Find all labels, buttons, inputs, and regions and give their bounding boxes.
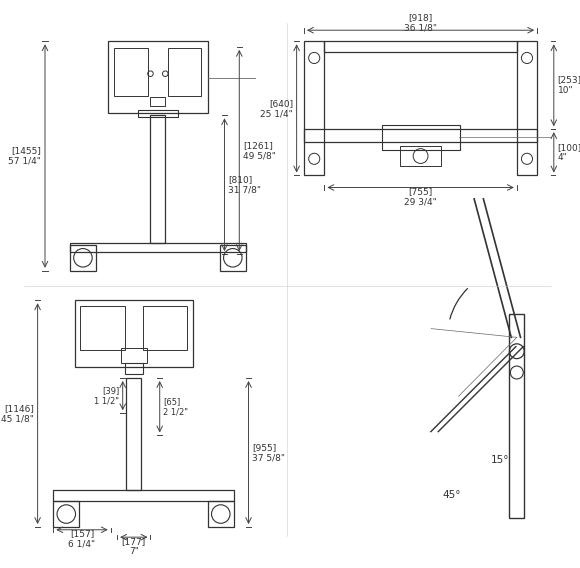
Text: [755]
29 3/4": [755] 29 3/4" — [404, 187, 437, 206]
Text: [1261]
49 5/8": [1261] 49 5/8" — [243, 141, 276, 160]
Text: [39]
1 1/2": [39] 1 1/2" — [94, 386, 119, 406]
Text: [177]
7": [177] 7" — [122, 537, 146, 556]
Bar — [108, 41, 208, 114]
Bar — [53, 490, 234, 501]
Text: [955]
37 5/8": [955] 37 5/8" — [252, 443, 285, 462]
Bar — [53, 501, 79, 527]
Text: [1146]
45 1/8": [1146] 45 1/8" — [1, 404, 34, 423]
Text: 15°: 15° — [491, 456, 509, 465]
Bar — [75, 300, 193, 367]
Bar — [70, 245, 96, 271]
Bar — [125, 364, 143, 374]
Bar — [208, 501, 234, 527]
Bar — [324, 41, 517, 52]
Bar — [509, 314, 524, 518]
Bar — [168, 48, 201, 96]
Text: [640]
25 1/4": [640] 25 1/4" — [260, 99, 293, 118]
Text: [100]
4": [100] 4" — [557, 143, 580, 162]
Bar — [220, 245, 246, 271]
Bar — [126, 378, 141, 490]
Bar — [400, 146, 441, 166]
Bar — [382, 124, 461, 151]
Bar — [517, 41, 537, 176]
Text: 45°: 45° — [443, 490, 461, 500]
Bar — [150, 97, 165, 106]
Bar — [150, 115, 165, 243]
Bar — [114, 48, 148, 96]
Text: [1455]
57 1/4": [1455] 57 1/4" — [9, 147, 41, 166]
Bar — [80, 306, 125, 350]
Text: [65]
2 1/2": [65] 2 1/2" — [164, 397, 188, 416]
Text: [810]
31 7/8": [810] 31 7/8" — [228, 175, 261, 194]
Text: [253]
10": [253] 10" — [557, 76, 580, 95]
Text: [157]
6 1/4": [157] 6 1/4" — [68, 529, 96, 549]
Bar — [121, 348, 147, 364]
Bar — [143, 306, 187, 350]
Bar — [304, 41, 324, 176]
Text: [918]
36 1/8": [918] 36 1/8" — [404, 13, 437, 32]
Bar — [304, 129, 537, 142]
Bar — [70, 243, 246, 252]
Bar — [137, 110, 178, 117]
